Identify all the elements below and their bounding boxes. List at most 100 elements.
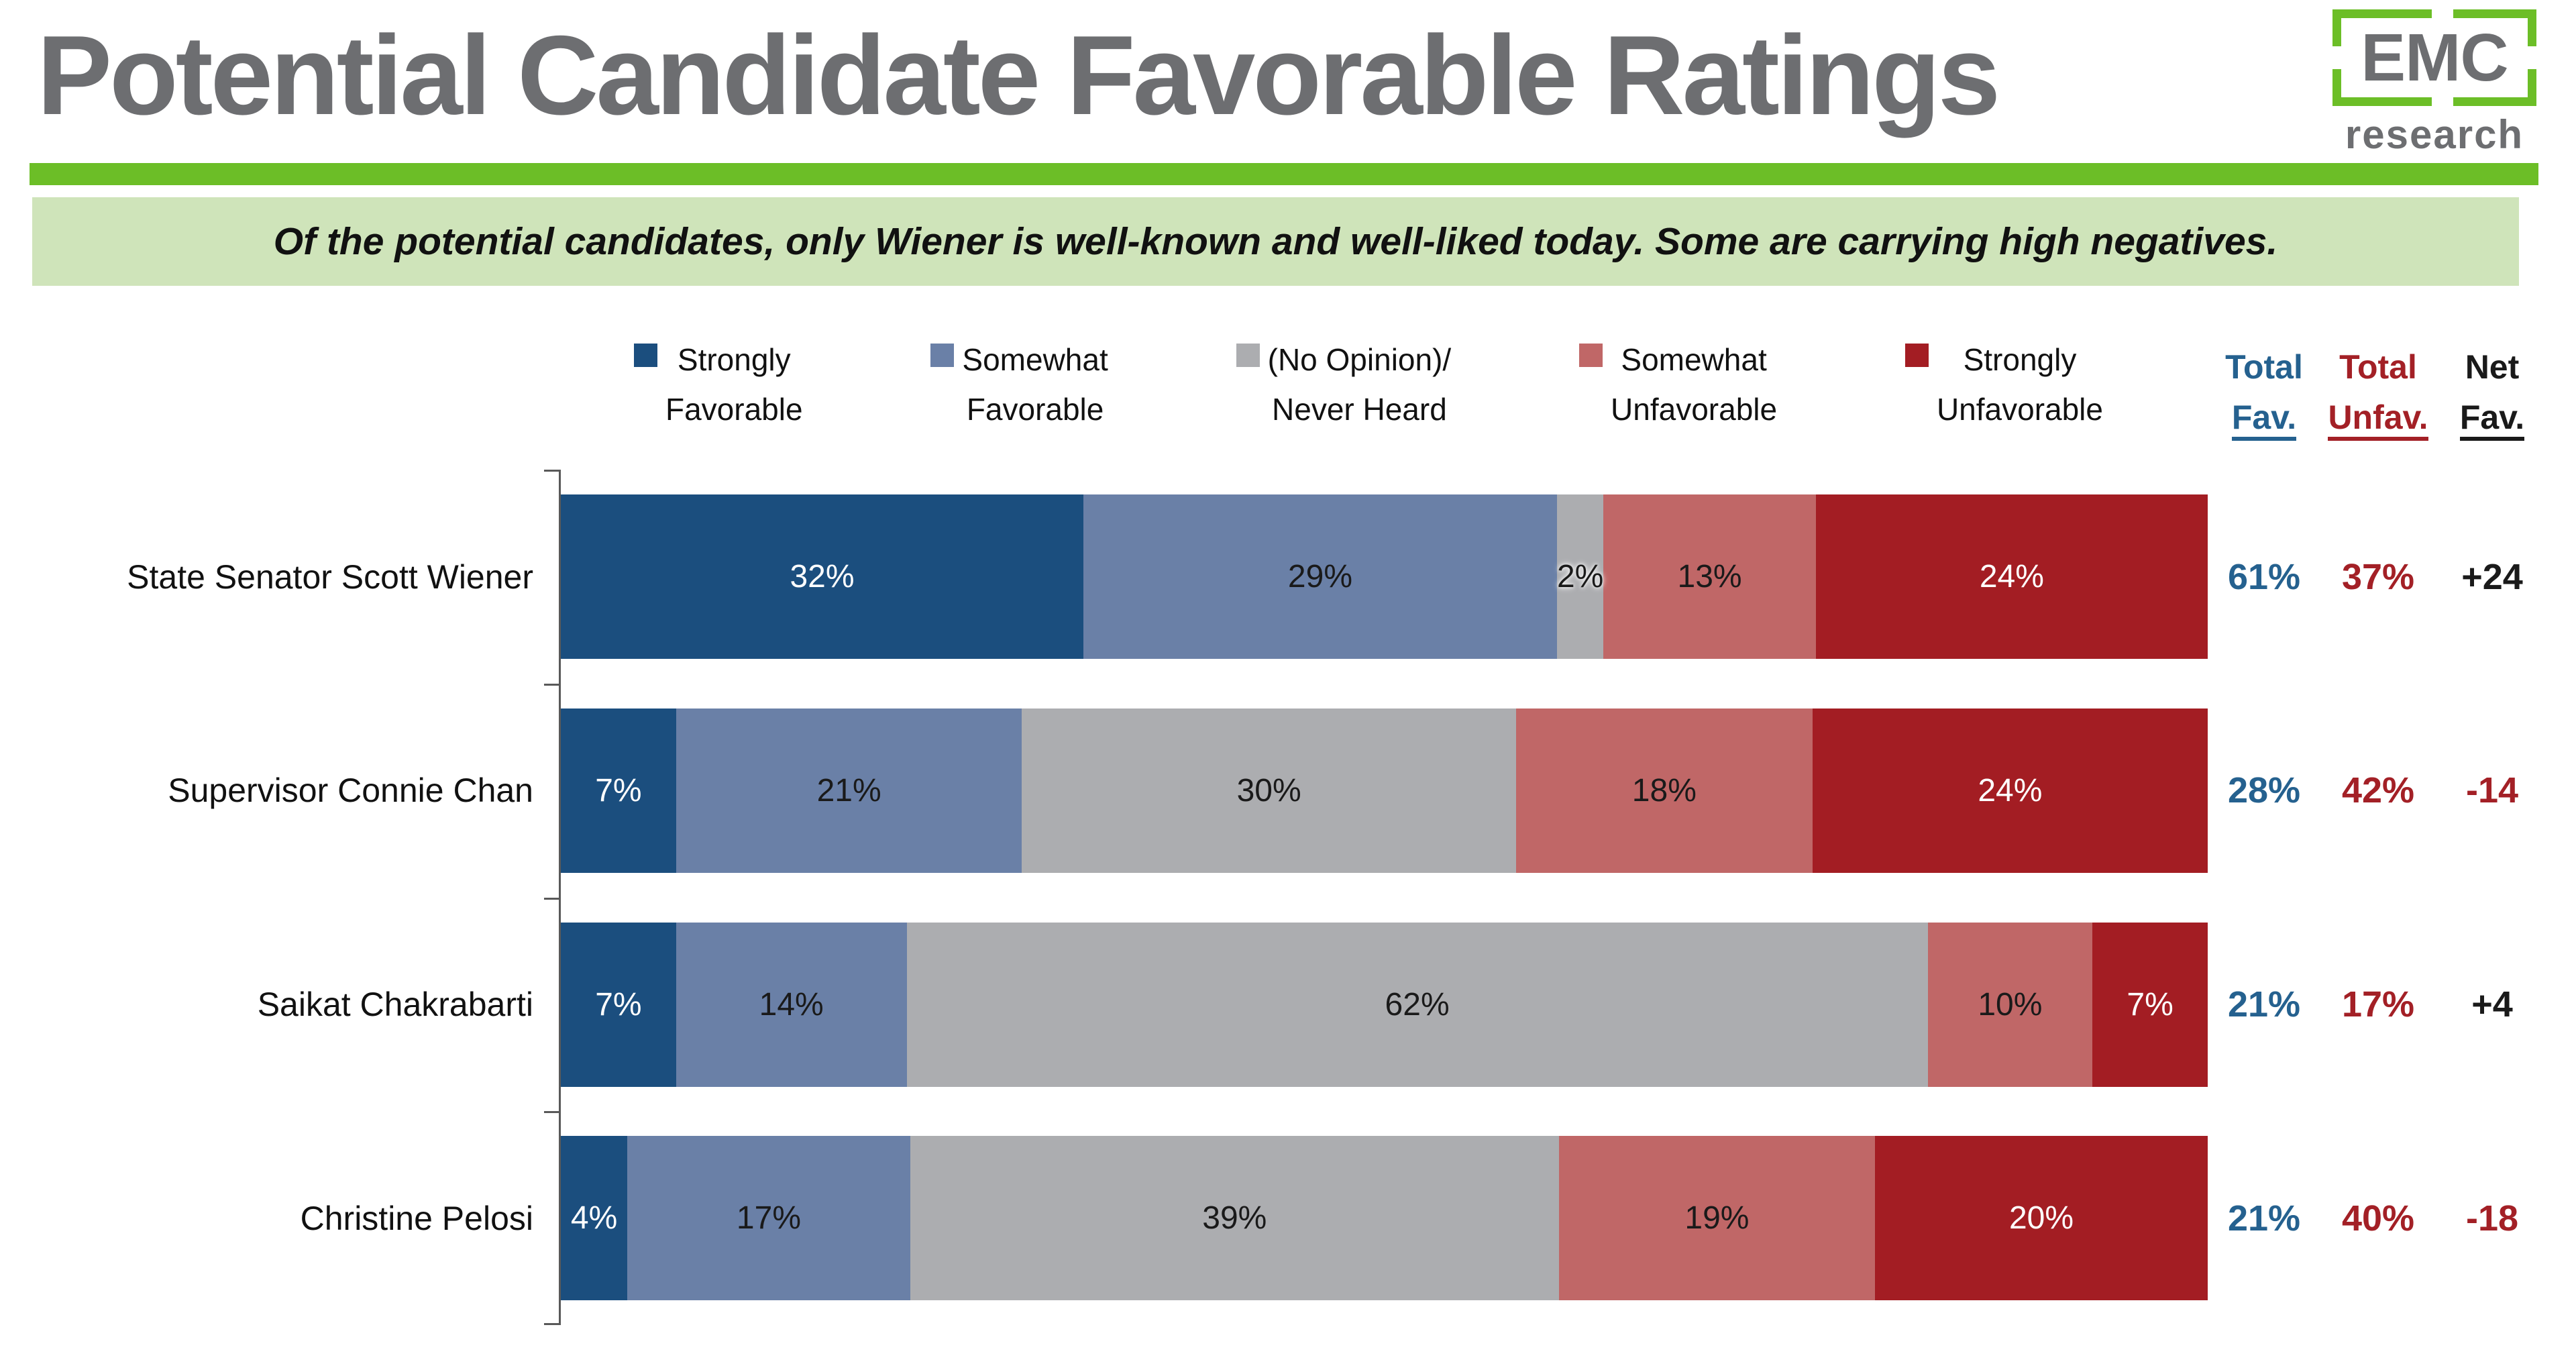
net-fav-value: -14 — [2465, 770, 2519, 811]
net-fav-value: +4 — [2471, 984, 2513, 1025]
bar-segment-value: 10% — [1978, 986, 2043, 1022]
legend-item: Strongly Favorable — [634, 335, 803, 434]
bar-segment: 24% — [1815, 494, 2208, 659]
legend-swatch-icon — [930, 344, 955, 367]
column-header-total-fav: Total Fav. — [2184, 342, 2345, 443]
axis-tick — [544, 683, 559, 686]
bar-segment-value: 29% — [1287, 559, 1352, 594]
bar-segment-value: 21% — [816, 772, 881, 808]
category-label: Supervisor Connie Chan — [168, 772, 533, 810]
bar-segment-value: 62% — [1385, 986, 1450, 1022]
chart-row: Supervisor Connie Chan 7% 21% 30% 18% 24% 28% 4… — [0, 708, 2576, 873]
legend-label: Strongly Favorable — [665, 342, 803, 427]
legend-label: Somewhat Favorable — [962, 342, 1108, 427]
emc-research-logo: EMC research — [2332, 9, 2536, 158]
net-fav-value: +24 — [2461, 556, 2523, 597]
bar-segment: 7% — [2092, 922, 2208, 1087]
bar-segment-value: 13% — [1677, 559, 1742, 594]
axis-tick — [544, 1111, 559, 1114]
legend-swatch-icon — [1579, 344, 1603, 367]
axis-tick — [544, 470, 559, 472]
stacked-bar: 4% 17% 39% 19% 20% — [561, 1136, 2208, 1301]
bar-segment: 2% — [1556, 494, 1604, 659]
bar-segment: 39% — [910, 1136, 1559, 1301]
total-unfav-value: 17% — [2341, 984, 2415, 1025]
stacked-bar: 32% 29% 2% 13% 24% — [561, 494, 2208, 659]
total-unfav-value: 40% — [2341, 1198, 2415, 1239]
chart-row: Christine Pelosi 4% 17% 39% 19% 20% 21% 40% -18 — [0, 1136, 2576, 1301]
axis-tick — [544, 1323, 559, 1325]
bar-segment: 17% — [627, 1136, 910, 1301]
stacked-bar: 7% 21% 30% 18% 24% — [561, 708, 2208, 873]
bar-segment: 30% — [1022, 708, 1516, 873]
total-unfav-value: 37% — [2341, 556, 2415, 597]
bar-segment-value: 32% — [790, 559, 855, 594]
column-header-line2: Fav. — [2412, 392, 2573, 443]
column-header-line1: Net — [2465, 348, 2520, 386]
page-title: Potential Candidate Favorable Ratings — [37, 12, 2000, 138]
category-label: Christine Pelosi — [300, 1199, 533, 1237]
bar-segment-value: 17% — [736, 1200, 801, 1237]
bar-segment-value: 7% — [595, 772, 642, 808]
logo-bracket-icon — [2332, 9, 2536, 106]
total-fav-value: 28% — [2227, 770, 2301, 811]
bar-segment-value: 4% — [570, 1200, 618, 1237]
column-header-line2: Unfav. — [2298, 392, 2459, 443]
column-header-total-unfav: Total Unfav. — [2298, 342, 2459, 443]
bar-segment: 7% — [561, 708, 676, 873]
bar-segment-value: 18% — [1631, 772, 1697, 808]
bar-segment: 24% — [1812, 708, 2208, 873]
bar-segment-value: 7% — [595, 986, 642, 1022]
bar-segment: 19% — [1558, 1136, 1876, 1301]
category-label: Saikat Chakrabarti — [257, 986, 533, 1023]
legend-swatch-icon — [634, 344, 657, 367]
logo-text-research: research — [2345, 112, 2524, 157]
legend-swatch-icon — [1236, 344, 1260, 367]
bar-segment-value: 20% — [2008, 1200, 2074, 1237]
subtitle-text: Of the potential candidates, only Wiener… — [273, 220, 2278, 263]
chart-row: Saikat Chakrabarti 7% 14% 62% 10% 7% 21% 17% +4 — [0, 922, 2576, 1087]
bar-segment: 4% — [561, 1136, 628, 1301]
green-divider-bar — [30, 163, 2538, 185]
bar-segment-value: 2% — [1556, 559, 1604, 594]
emc-logo-box: EMC — [2332, 9, 2536, 106]
bar-segment: 21% — [676, 708, 1022, 873]
total-fav-value: 21% — [2227, 1198, 2301, 1239]
legend-item: (No Opinion)/Never Heard — [1236, 335, 1451, 434]
category-label: State Senator Scott Wiener — [127, 558, 533, 596]
net-fav-value: -18 — [2465, 1198, 2519, 1239]
bar-segment-value: 30% — [1236, 772, 1301, 808]
logo-text-emc: EMC — [2361, 19, 2508, 95]
bar-segment-value: 39% — [1202, 1200, 1267, 1237]
stacked-bar: 7% 14% 62% 10% 7% — [561, 922, 2208, 1087]
chart-legend: Strongly Favorable Somewhat Favorable (No Op… — [634, 335, 2103, 434]
chart-row: State Senator Scott Wiener 32% 29% 2% 13% 24%… — [0, 494, 2576, 659]
legend-label: Strongly Unfavorable — [1936, 342, 2103, 427]
bar-segment-value: 7% — [2127, 986, 2174, 1022]
legend-item: Strongly Unfavorable — [1904, 335, 2103, 434]
total-fav-value: 61% — [2227, 556, 2301, 597]
bar-segment: 20% — [1875, 1136, 2208, 1301]
bar-segment-value: 24% — [1979, 559, 2044, 594]
bar-segment-value: 14% — [759, 986, 824, 1022]
legend-swatch-icon — [1904, 344, 1929, 367]
bar-segment: 18% — [1515, 708, 1813, 873]
bar-segment: 13% — [1603, 494, 1816, 659]
total-fav-value: 21% — [2227, 984, 2301, 1025]
column-header-net-fav: Net Fav. — [2412, 342, 2573, 443]
legend-item: Somewhat Favorable — [930, 335, 1108, 434]
bar-segment-value: 19% — [1684, 1200, 1750, 1237]
column-header-line1: Total — [2339, 348, 2417, 386]
bar-segment: 62% — [906, 922, 1928, 1087]
vertical-axis-line — [559, 470, 561, 1325]
column-header-line1: Total — [2225, 348, 2303, 386]
axis-tick — [544, 897, 559, 900]
bar-segment: 7% — [561, 922, 676, 1087]
column-header-line2: Fav. — [2184, 392, 2345, 443]
bar-segment: 29% — [1083, 494, 1557, 659]
bar-segment-value: 24% — [1978, 772, 2043, 808]
legend-item: Somewhat Unfavorable — [1579, 335, 1777, 434]
subtitle-banner: Of the potential candidates, only Wiener… — [32, 197, 2519, 286]
legend-label: Somewhat Unfavorable — [1611, 342, 1778, 427]
total-unfav-value: 42% — [2341, 770, 2415, 811]
